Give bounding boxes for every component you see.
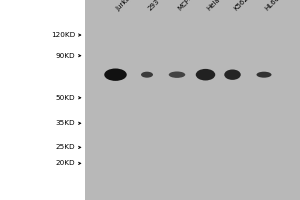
Text: 293: 293 [147, 0, 161, 12]
Ellipse shape [196, 69, 215, 80]
Text: Hela: Hela [206, 0, 221, 12]
Text: 25KD: 25KD [56, 144, 75, 150]
Text: HL60: HL60 [264, 0, 281, 12]
Bar [85, 0, 300, 200]
Ellipse shape [256, 72, 272, 78]
Text: Jurkat: Jurkat [116, 0, 134, 12]
Text: 120KD: 120KD [51, 32, 75, 38]
Text: MCF-7: MCF-7 [177, 0, 197, 12]
Ellipse shape [224, 69, 241, 80]
Text: 50KD: 50KD [56, 95, 75, 101]
Text: 90KD: 90KD [56, 53, 75, 59]
Text: K562: K562 [232, 0, 249, 12]
Ellipse shape [169, 71, 185, 78]
Text: 20KD: 20KD [56, 160, 75, 166]
Ellipse shape [104, 68, 127, 81]
Text: 35KD: 35KD [56, 120, 75, 126]
Ellipse shape [141, 72, 153, 78]
